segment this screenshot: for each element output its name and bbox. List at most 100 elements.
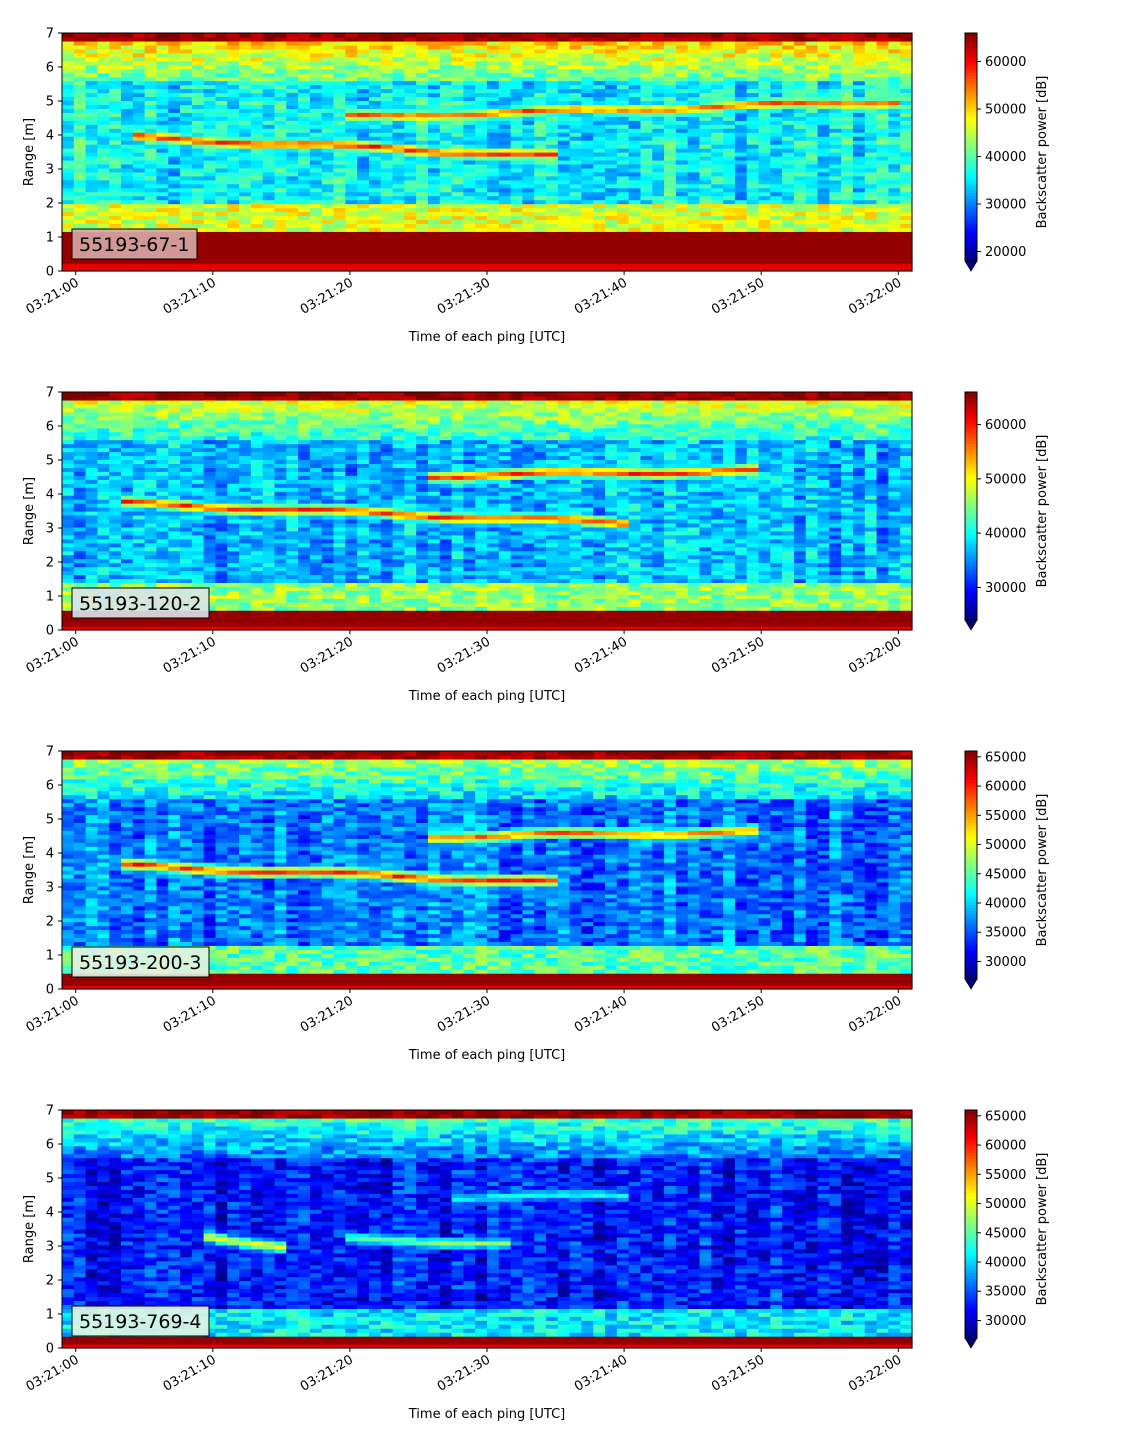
heatmap-cell — [156, 547, 168, 552]
heatmap-cell — [145, 475, 157, 480]
heatmap-cell — [463, 89, 475, 94]
heatmap-cell — [145, 93, 157, 98]
heatmap-cell — [770, 120, 782, 125]
heatmap-cell — [888, 152, 900, 157]
heatmap-cell — [416, 96, 428, 101]
heatmap-cell — [522, 124, 534, 129]
heatmap-cell — [204, 93, 216, 98]
heatmap-cell — [121, 45, 133, 50]
heatmap-cell — [735, 112, 747, 117]
heatmap-cell — [499, 61, 511, 66]
heatmap-cell — [275, 144, 287, 149]
heatmap-cell — [546, 243, 558, 248]
heatmap-cell — [369, 45, 381, 50]
heatmap-cell — [877, 57, 889, 62]
heatmap-cell — [145, 152, 157, 157]
heatmap-cell — [558, 112, 570, 117]
heatmap-cell — [605, 100, 617, 105]
heatmap-cell — [865, 200, 877, 205]
heatmap-cell — [640, 57, 652, 62]
heatmap-cell — [298, 251, 310, 256]
heatmap-cell — [227, 128, 239, 133]
heatmap-cell — [511, 247, 523, 252]
heatmap-cell — [723, 180, 735, 185]
heatmap-cell — [877, 116, 889, 121]
heatmap-cell — [546, 132, 558, 137]
heatmap-cell — [74, 144, 86, 149]
heatmap-cell — [168, 223, 180, 228]
heatmap-cell — [109, 455, 121, 460]
heatmap-cell — [416, 120, 428, 125]
heatmap-cell — [133, 432, 145, 437]
heatmap-cell — [534, 172, 546, 177]
heatmap-cell — [806, 85, 818, 90]
heatmap-cell — [86, 487, 98, 492]
heatmap-cell — [440, 251, 452, 256]
heatmap-cell — [534, 168, 546, 173]
heatmap-cell — [227, 259, 239, 264]
heatmap-cell — [853, 37, 865, 42]
heatmap-cell — [109, 168, 121, 173]
heatmap-cell — [416, 144, 428, 149]
heatmap-cell — [109, 420, 121, 425]
heatmap-cell — [829, 53, 841, 58]
heatmap-cell — [511, 33, 523, 38]
heatmap-cell — [487, 219, 499, 224]
heatmap-cell — [334, 196, 346, 201]
heatmap-cell — [404, 112, 416, 117]
heatmap-cell — [286, 208, 298, 213]
heatmap-cell — [593, 61, 605, 66]
heatmap-cell — [475, 124, 487, 129]
heatmap-cell — [310, 200, 322, 205]
heatmap-cell — [463, 85, 475, 90]
heatmap-cell — [794, 263, 806, 268]
heatmap-cell — [86, 408, 98, 413]
heatmap-cell — [487, 196, 499, 201]
heatmap-cell — [617, 89, 629, 94]
heatmap-cell — [133, 37, 145, 42]
heatmap-cell — [97, 156, 109, 161]
heatmap-cell — [700, 223, 712, 228]
heatmap-cell — [558, 164, 570, 169]
heatmap-cell — [877, 192, 889, 197]
heatmap-cell — [770, 176, 782, 181]
heatmap-cell — [888, 136, 900, 141]
heatmap-cell — [747, 212, 759, 217]
heatmap-cell — [416, 196, 428, 201]
heatmap-cell — [121, 578, 133, 583]
heatmap-cell — [345, 235, 357, 240]
heatmap-cell — [735, 208, 747, 213]
heatmap-cell — [818, 160, 830, 165]
heatmap-cell — [570, 45, 582, 50]
heatmap-cell — [511, 53, 523, 58]
heatmap-cell — [794, 223, 806, 228]
heatmap-cell — [570, 120, 582, 125]
heatmap-cell — [853, 247, 865, 252]
heatmap-cell — [310, 85, 322, 90]
heatmap-cell — [369, 212, 381, 217]
heatmap-cell — [570, 235, 582, 240]
heatmap-cell — [570, 73, 582, 78]
heatmap-cell — [570, 204, 582, 209]
heatmap-cell — [534, 219, 546, 224]
heatmap-cell — [723, 65, 735, 70]
heatmap-cell — [86, 455, 98, 460]
heatmap-cell — [676, 200, 688, 205]
heatmap-cell — [180, 180, 192, 185]
heatmap-cell — [86, 172, 98, 177]
heatmap-cell — [286, 176, 298, 181]
heatmap-cell — [286, 263, 298, 268]
heatmap-cell — [534, 41, 546, 46]
heatmap-cell — [310, 255, 322, 260]
heatmap-cell — [393, 120, 405, 125]
heatmap-cell — [605, 81, 617, 86]
heatmap-cell — [499, 239, 511, 244]
heatmap-cell — [664, 243, 676, 248]
heatmap-cell — [640, 61, 652, 66]
heatmap-cell — [345, 215, 357, 220]
heatmap-cell — [239, 156, 251, 161]
heatmap-cell — [581, 192, 593, 197]
heatmap-cell — [700, 152, 712, 157]
heatmap-cell — [818, 208, 830, 213]
heatmap-cell — [204, 259, 216, 264]
